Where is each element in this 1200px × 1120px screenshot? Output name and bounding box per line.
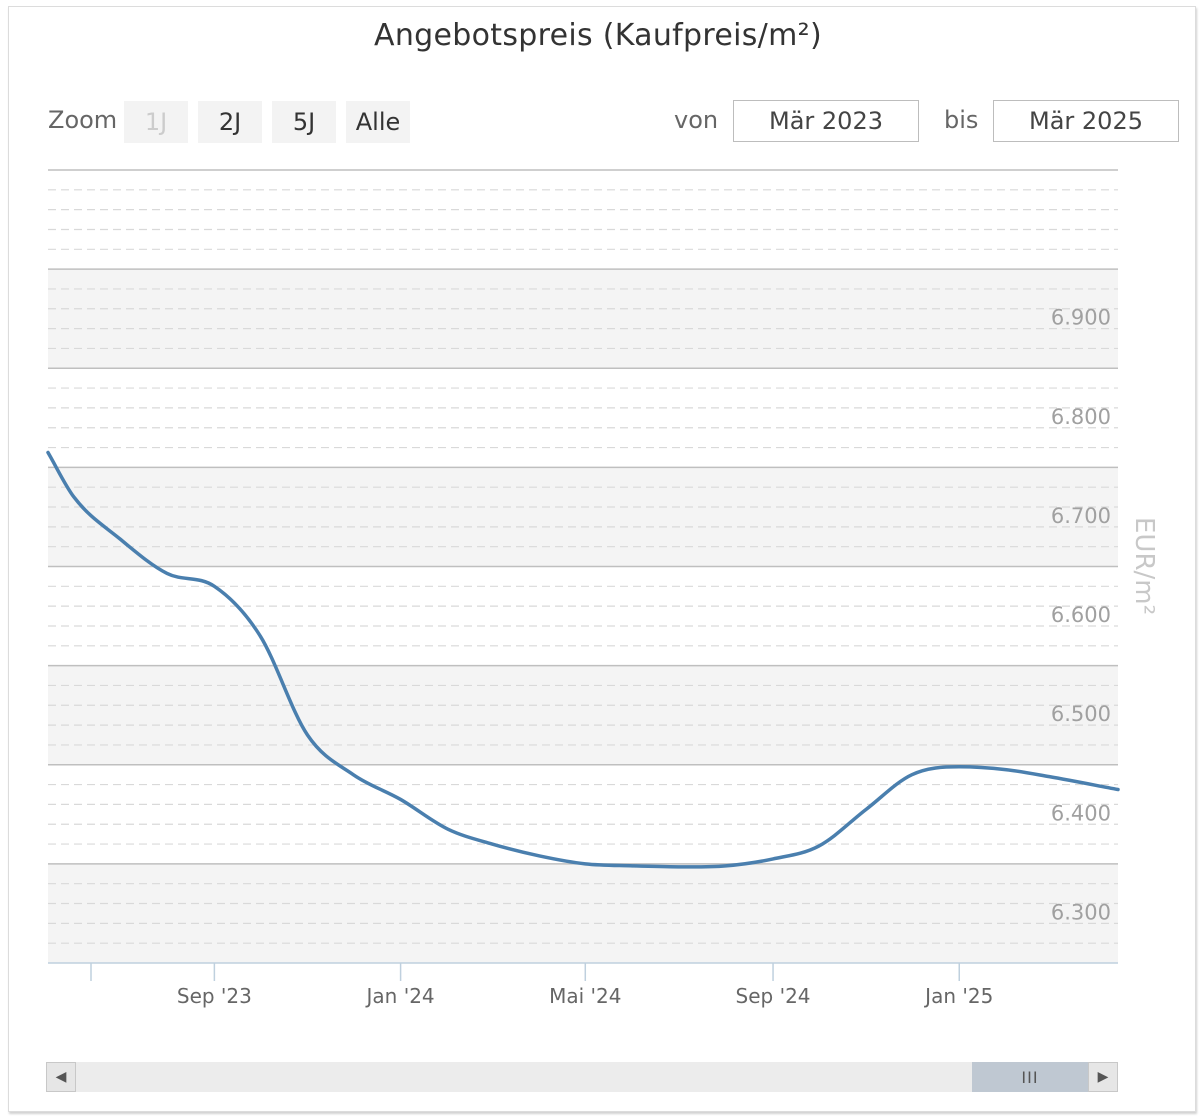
zoom-label: Zoom — [48, 106, 118, 134]
navigator-scrollbar-track[interactable] — [46, 1062, 1118, 1092]
y-tick-label: 6.600 — [1051, 603, 1111, 627]
plot-band — [48, 665, 1118, 765]
range-from-label: von — [674, 106, 719, 134]
range-to-label: bis — [944, 106, 979, 134]
y-tick-label: 6.500 — [1051, 702, 1111, 726]
y-axis-title: EUR/m² — [1129, 517, 1159, 615]
plot-band — [48, 269, 1118, 369]
y-tick-label: 6.900 — [1051, 306, 1111, 330]
y-tick-label: 6.400 — [1051, 801, 1111, 825]
y-tick-label: 6.300 — [1051, 900, 1111, 924]
x-tick-label: Jan '24 — [365, 984, 435, 1008]
range-from-input[interactable] — [733, 100, 919, 142]
y-tick-label: 6.700 — [1051, 504, 1111, 528]
arrow-right-icon: ▶ — [1097, 1069, 1109, 1085]
scroll-right-button[interactable]: ▶ — [1088, 1062, 1118, 1092]
y-tick-label: 6.800 — [1051, 405, 1111, 429]
chart-title: Angebotspreis (Kaufpreis/m²) — [374, 18, 822, 53]
scroll-left-button[interactable]: ◀ — [46, 1062, 76, 1092]
x-tick-label: Sep '23 — [177, 984, 252, 1008]
zoom-2j-button[interactable]: 2J — [198, 101, 262, 143]
x-tick-label: Sep '24 — [736, 984, 811, 1008]
arrow-left-icon: ◀ — [55, 1069, 67, 1085]
plot-band — [48, 863, 1118, 963]
plot-band — [48, 467, 1118, 567]
range-to-input[interactable] — [993, 100, 1179, 142]
x-tick-label: Jan '25 — [923, 984, 993, 1008]
zoom-5j-button[interactable]: 5J — [272, 101, 336, 143]
x-tick-label: Mai '24 — [549, 984, 621, 1008]
scrollbar-thumb[interactable]: III — [972, 1062, 1088, 1092]
zoom-1j-button[interactable]: 1J — [124, 101, 188, 143]
grip-icon: III — [1021, 1067, 1039, 1087]
zoom-all-button[interactable]: Alle — [346, 101, 410, 143]
series-line[interactable] — [46, 450, 1120, 869]
